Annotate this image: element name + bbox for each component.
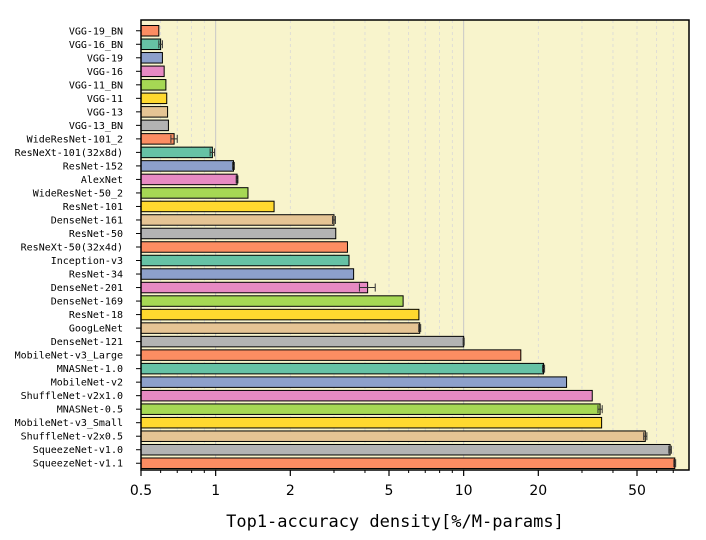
bar-mobilenet-v3-large xyxy=(140,349,522,361)
category-label: VGG-19_BN xyxy=(69,26,123,37)
category-label: DenseNet-201 xyxy=(51,283,123,294)
bar-resnet-101 xyxy=(140,200,275,213)
bar-mobilenet-v3-small xyxy=(140,416,603,429)
category-label: MobileNet-v3_Small xyxy=(15,418,123,429)
bar-densenet-201 xyxy=(140,281,369,294)
category-label: MobileNet-v2 xyxy=(51,378,123,389)
x-tick-label: 5 xyxy=(385,483,394,499)
category-label: VGG-13 xyxy=(87,107,123,118)
bar-resnext-50-32x4d- xyxy=(140,241,348,253)
bar-resnet-34 xyxy=(140,268,355,280)
category-label: VGG-13_BN xyxy=(69,121,123,132)
bar-vgg-13 xyxy=(140,106,169,118)
category-label: ResNeXt-50(32x4d) xyxy=(21,243,123,254)
bar-shufflenet-v2x0-5 xyxy=(140,430,646,442)
bar-mnasnet-0-5 xyxy=(140,403,601,415)
bar-densenet-161 xyxy=(140,214,335,226)
category-label: WideResNet-50_2 xyxy=(33,188,123,199)
category-label: VGG-16 xyxy=(87,67,123,78)
category-label: MobileNet-v3_Large xyxy=(15,351,123,362)
bar-squeezenet-v1-0 xyxy=(140,443,671,456)
category-label: VGG-11_BN xyxy=(69,80,123,91)
bar-vgg-13-bn xyxy=(140,119,169,132)
x-tick-label: 1 xyxy=(211,483,220,499)
x-tick-label: 50 xyxy=(628,483,646,499)
bar-resnet-50 xyxy=(140,227,337,240)
x-tick-label: 10 xyxy=(455,483,473,499)
category-label: ShuffleNet-v2x1.0 xyxy=(21,391,123,402)
category-label: DenseNet-121 xyxy=(51,337,123,348)
bar-resnext-101-32x8d- xyxy=(140,146,213,159)
category-label: VGG-16_BN xyxy=(69,40,123,51)
category-label: ResNeXt-101(32x8d) xyxy=(15,148,123,159)
bar-googlenet xyxy=(140,322,421,334)
category-label: ResNet-152 xyxy=(63,161,123,172)
category-label: VGG-11 xyxy=(87,94,123,105)
bar-densenet-169 xyxy=(140,295,404,307)
bar-shufflenet-v2x1-0 xyxy=(140,389,593,402)
bar-alexnet xyxy=(140,173,238,186)
category-label: SqueezeNet-v1.0 xyxy=(33,445,123,456)
category-label: DenseNet-161 xyxy=(51,215,123,226)
error-bars-group xyxy=(158,40,677,468)
bar-vgg-11-bn xyxy=(140,79,167,91)
bar-mobilenet-v2 xyxy=(140,376,568,388)
bar-inception-v3 xyxy=(140,254,350,267)
bar-vgg-19-bn xyxy=(140,25,160,37)
bar-resnet-152 xyxy=(140,160,234,172)
category-label: ResNet-50 xyxy=(69,229,123,240)
bar-wideresnet-50-2 xyxy=(140,187,249,199)
x-tick-label: 2 xyxy=(286,483,295,499)
bar-vgg-16-bn xyxy=(140,38,162,51)
category-label: VGG-19 xyxy=(87,53,123,64)
bar-resnet-18 xyxy=(140,308,420,321)
category-label: MNASNet-1.0 xyxy=(57,364,123,375)
category-label: GoogLeNet xyxy=(69,324,123,335)
bar-vgg-19 xyxy=(140,52,163,64)
category-label: AlexNet xyxy=(81,175,123,186)
x-tick-label: 20 xyxy=(529,483,547,499)
x-tick-label: 0.5 xyxy=(130,483,152,499)
category-label: SqueezeNet-v1.1 xyxy=(33,459,123,470)
bar-densenet-121 xyxy=(140,335,465,348)
category-label: MNASNet-0.5 xyxy=(57,405,123,416)
plot-frame xyxy=(140,19,690,471)
bar-vgg-11 xyxy=(140,92,168,105)
bar-vgg-16 xyxy=(140,65,165,78)
category-label: ResNet-34 xyxy=(69,270,123,281)
category-label: ResNet-101 xyxy=(63,202,123,213)
category-label: DenseNet-169 xyxy=(51,297,123,308)
bar-mnasnet-1-0 xyxy=(140,362,545,375)
bars-group xyxy=(140,25,676,469)
x-axis-title: Top1-accuracy density[%/M-params] xyxy=(226,512,564,532)
category-label: ShuffleNet-v2x0.5 xyxy=(21,432,123,443)
bar-wideresnet-101-2 xyxy=(140,133,175,145)
x-axis-ticks: 0.5 1 2 5 10 20 50 xyxy=(130,470,674,499)
y-axis-category-labels: VGG-19_BN VGG-16_BN VGG-19 VGG-16 VGG-11_BN V… xyxy=(15,26,141,470)
bar-squeezenet-v1-1 xyxy=(140,457,676,469)
category-label: ResNet-18 xyxy=(69,310,123,321)
category-label: WideResNet-101_2 xyxy=(27,134,123,145)
category-label: Inception-v3 xyxy=(51,256,123,267)
